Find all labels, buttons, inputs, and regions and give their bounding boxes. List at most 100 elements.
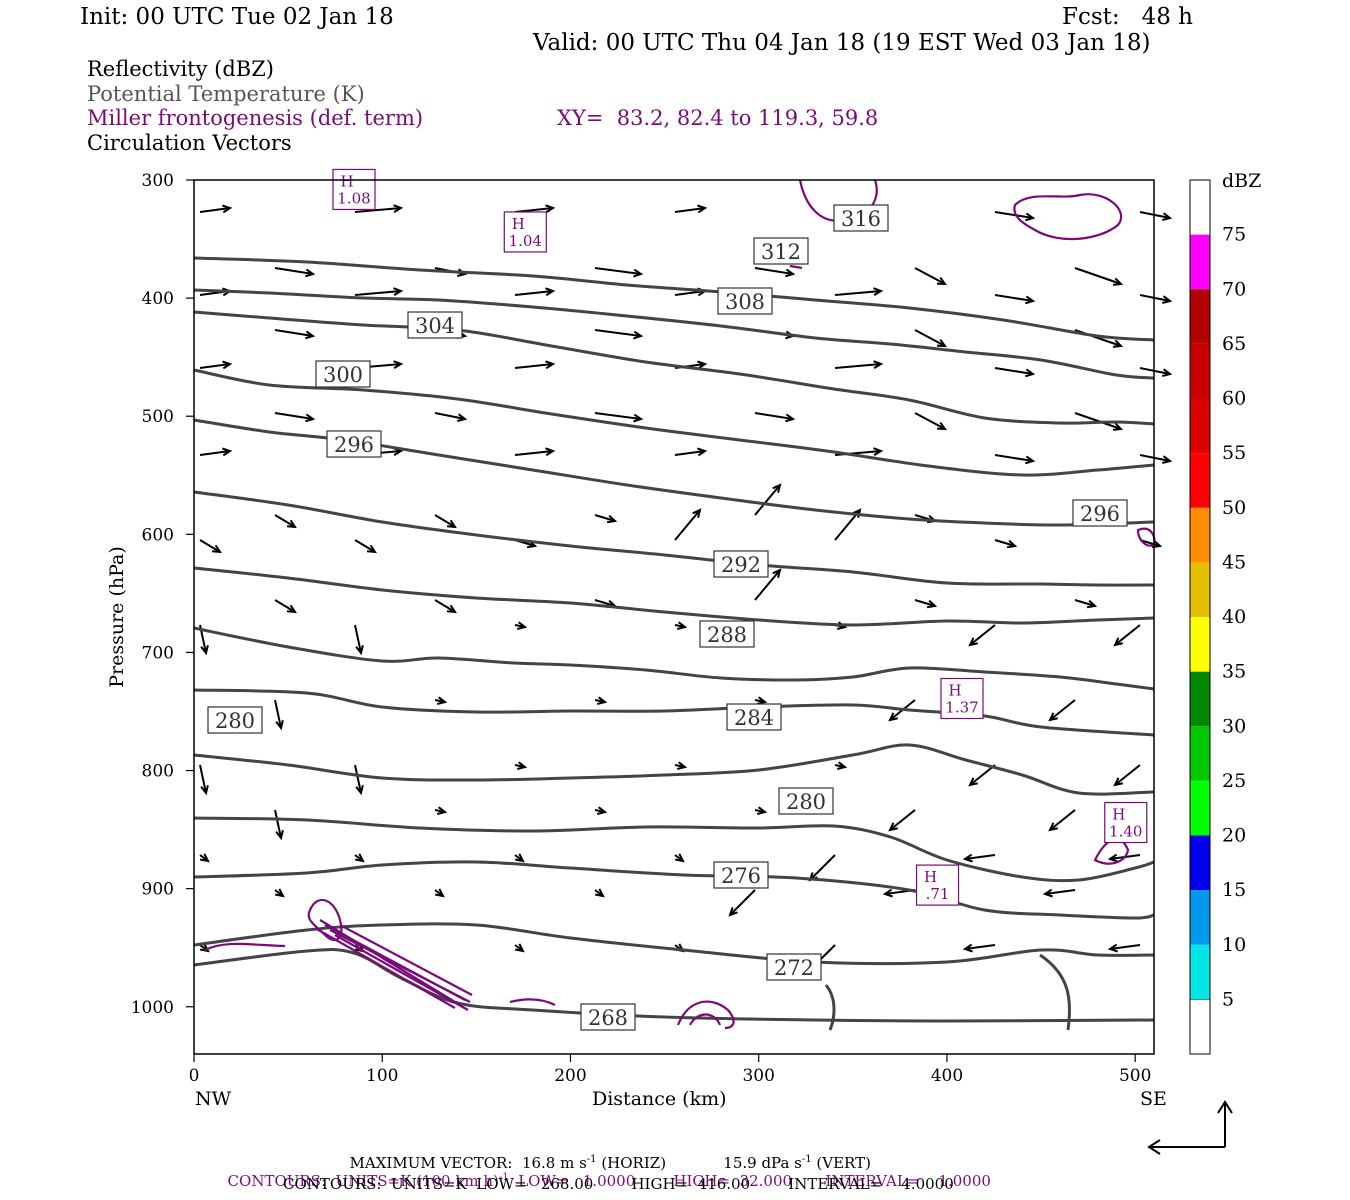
vector-arrow [199,853,210,863]
vector-arrow [962,943,996,953]
vector-arrow [914,599,938,609]
frontogenesis-max-label: H1.37 [940,677,984,720]
colorbar-tick-label: 50 [1222,497,1246,519]
theta-contour-288 [193,626,1155,691]
vector-arrow [354,539,377,554]
x-axis-label: Distance (km) [592,1088,727,1110]
x-tick-label: 200 [554,1066,586,1086]
vector-arrow [354,764,364,796]
theta-label: 292 [713,550,769,578]
vector-arrow [1074,599,1098,609]
colorbar-tick-label: 55 [1222,442,1246,464]
frontogenesis-contour [676,1000,735,1030]
vector-arrow [594,412,644,423]
frontogenesis-contour [314,927,456,1009]
svg-text:316: 316 [841,207,881,231]
colorbar-swatch [1190,617,1210,672]
y-tick-label: 400 [142,289,174,309]
svg-text:.71: .71 [926,885,950,903]
y-tick-label: 800 [142,762,174,782]
theta-contour-316 [193,256,1155,342]
x-right-endpoint: SE [1140,1088,1167,1110]
vector-arrow [728,889,756,917]
vector-arrow [1139,367,1173,377]
vector-arrow [594,696,608,705]
theta-contour-surface [824,984,836,1031]
frontogenesis-contour [204,942,286,951]
vector-arrow [594,888,605,898]
frontogenesis-contour [339,924,473,996]
plot-frame [193,179,1155,1055]
svg-text:296: 296 [334,433,374,457]
colorbar-swatch [1190,289,1210,344]
vector-arrow [274,329,316,340]
vector-arrow [754,267,796,278]
svg-text:1.40: 1.40 [1109,823,1142,841]
y-tick-label: 600 [142,525,174,545]
vector-arrow [1074,267,1124,286]
frontogenesis-max-label: H1.08 [332,168,376,211]
colorbar-swatch [1190,726,1210,781]
vector-arrow [274,599,297,614]
vector-arrow [808,854,836,882]
x-left-endpoint: NW [195,1088,232,1110]
colorbar-swatch [1190,835,1210,891]
svg-text:304: 304 [415,314,455,338]
vector-arrow [274,888,285,898]
theta-contours [193,256,1155,1031]
vector-arrow [199,447,233,457]
theta-contour-284 [193,743,1155,796]
frontogenesis-contour [789,264,803,270]
colorbar-tick-label: 30 [1222,715,1246,737]
frontogenesis-contours [204,179,1156,1030]
vector-arrow [994,294,1036,305]
colorbar-frame [1189,179,1211,1055]
svg-text:280: 280 [786,790,826,814]
theta-label: 304 [407,311,463,339]
vector-arrow [994,454,1036,465]
vector-arrow [1139,211,1173,221]
colorbar: 5 10 15 20 25 30 35 40 45 50 55 60 65 70 75 [1189,179,1246,1055]
vector-arrow [888,809,916,832]
theta-label: 312 [753,237,809,265]
vector-arrow [594,267,644,278]
theta-label: 296 [326,430,382,458]
reflectivity-title: Reflectivity (dBZ) [87,57,275,81]
vector-arrow [514,943,525,953]
vector-arrow [754,696,768,705]
theta-contour-labels: 316 312 308 304 300 296 296 292 288 284 280 280 276 2… [207,204,1128,1031]
svg-text:1.04: 1.04 [509,232,542,250]
colorbar-tick-label: 60 [1222,388,1246,410]
vector-arrow [514,447,556,457]
vector-arrow [914,267,948,286]
vector-arrow [434,888,445,898]
colorbar-tick-label: 45 [1222,551,1246,573]
vector-arrow [274,809,284,841]
vector-arrow [962,853,996,863]
reference-vector-icon [1147,1100,1233,1155]
footer-max-vector: MAXIMUM VECTOR: 16.8 m s-1 (HORIZ) 15.9 … [349,1154,871,1172]
vector-arrow [354,287,404,296]
theta-title: Potential Temperature (K) [87,82,365,106]
vector-arrow [274,699,284,731]
svg-text:H: H [340,172,353,190]
vector-arrow [434,696,448,705]
colorbar-swatch [1190,780,1210,836]
vector-arrow [968,624,996,647]
theta-contour-272 [193,922,1155,965]
vector-arrow [994,367,1036,378]
vector-arrow [754,568,782,601]
colorbar-swatch [1190,343,1210,399]
theta-contour-308 [193,310,1155,426]
vector-arrow [199,764,209,796]
colorbar-swatch [1190,453,1210,508]
svg-text:312: 312 [761,240,801,264]
theta-label: 280 [778,787,834,815]
theta-contour-296 [193,490,1155,587]
colorbar-swatch [1190,507,1210,563]
vector-arrow [274,514,297,529]
y-tick-label: 900 [142,880,174,900]
colorbar-swatch [1190,234,1210,290]
vector-arrow [354,853,365,863]
vector-arrow [594,329,644,340]
